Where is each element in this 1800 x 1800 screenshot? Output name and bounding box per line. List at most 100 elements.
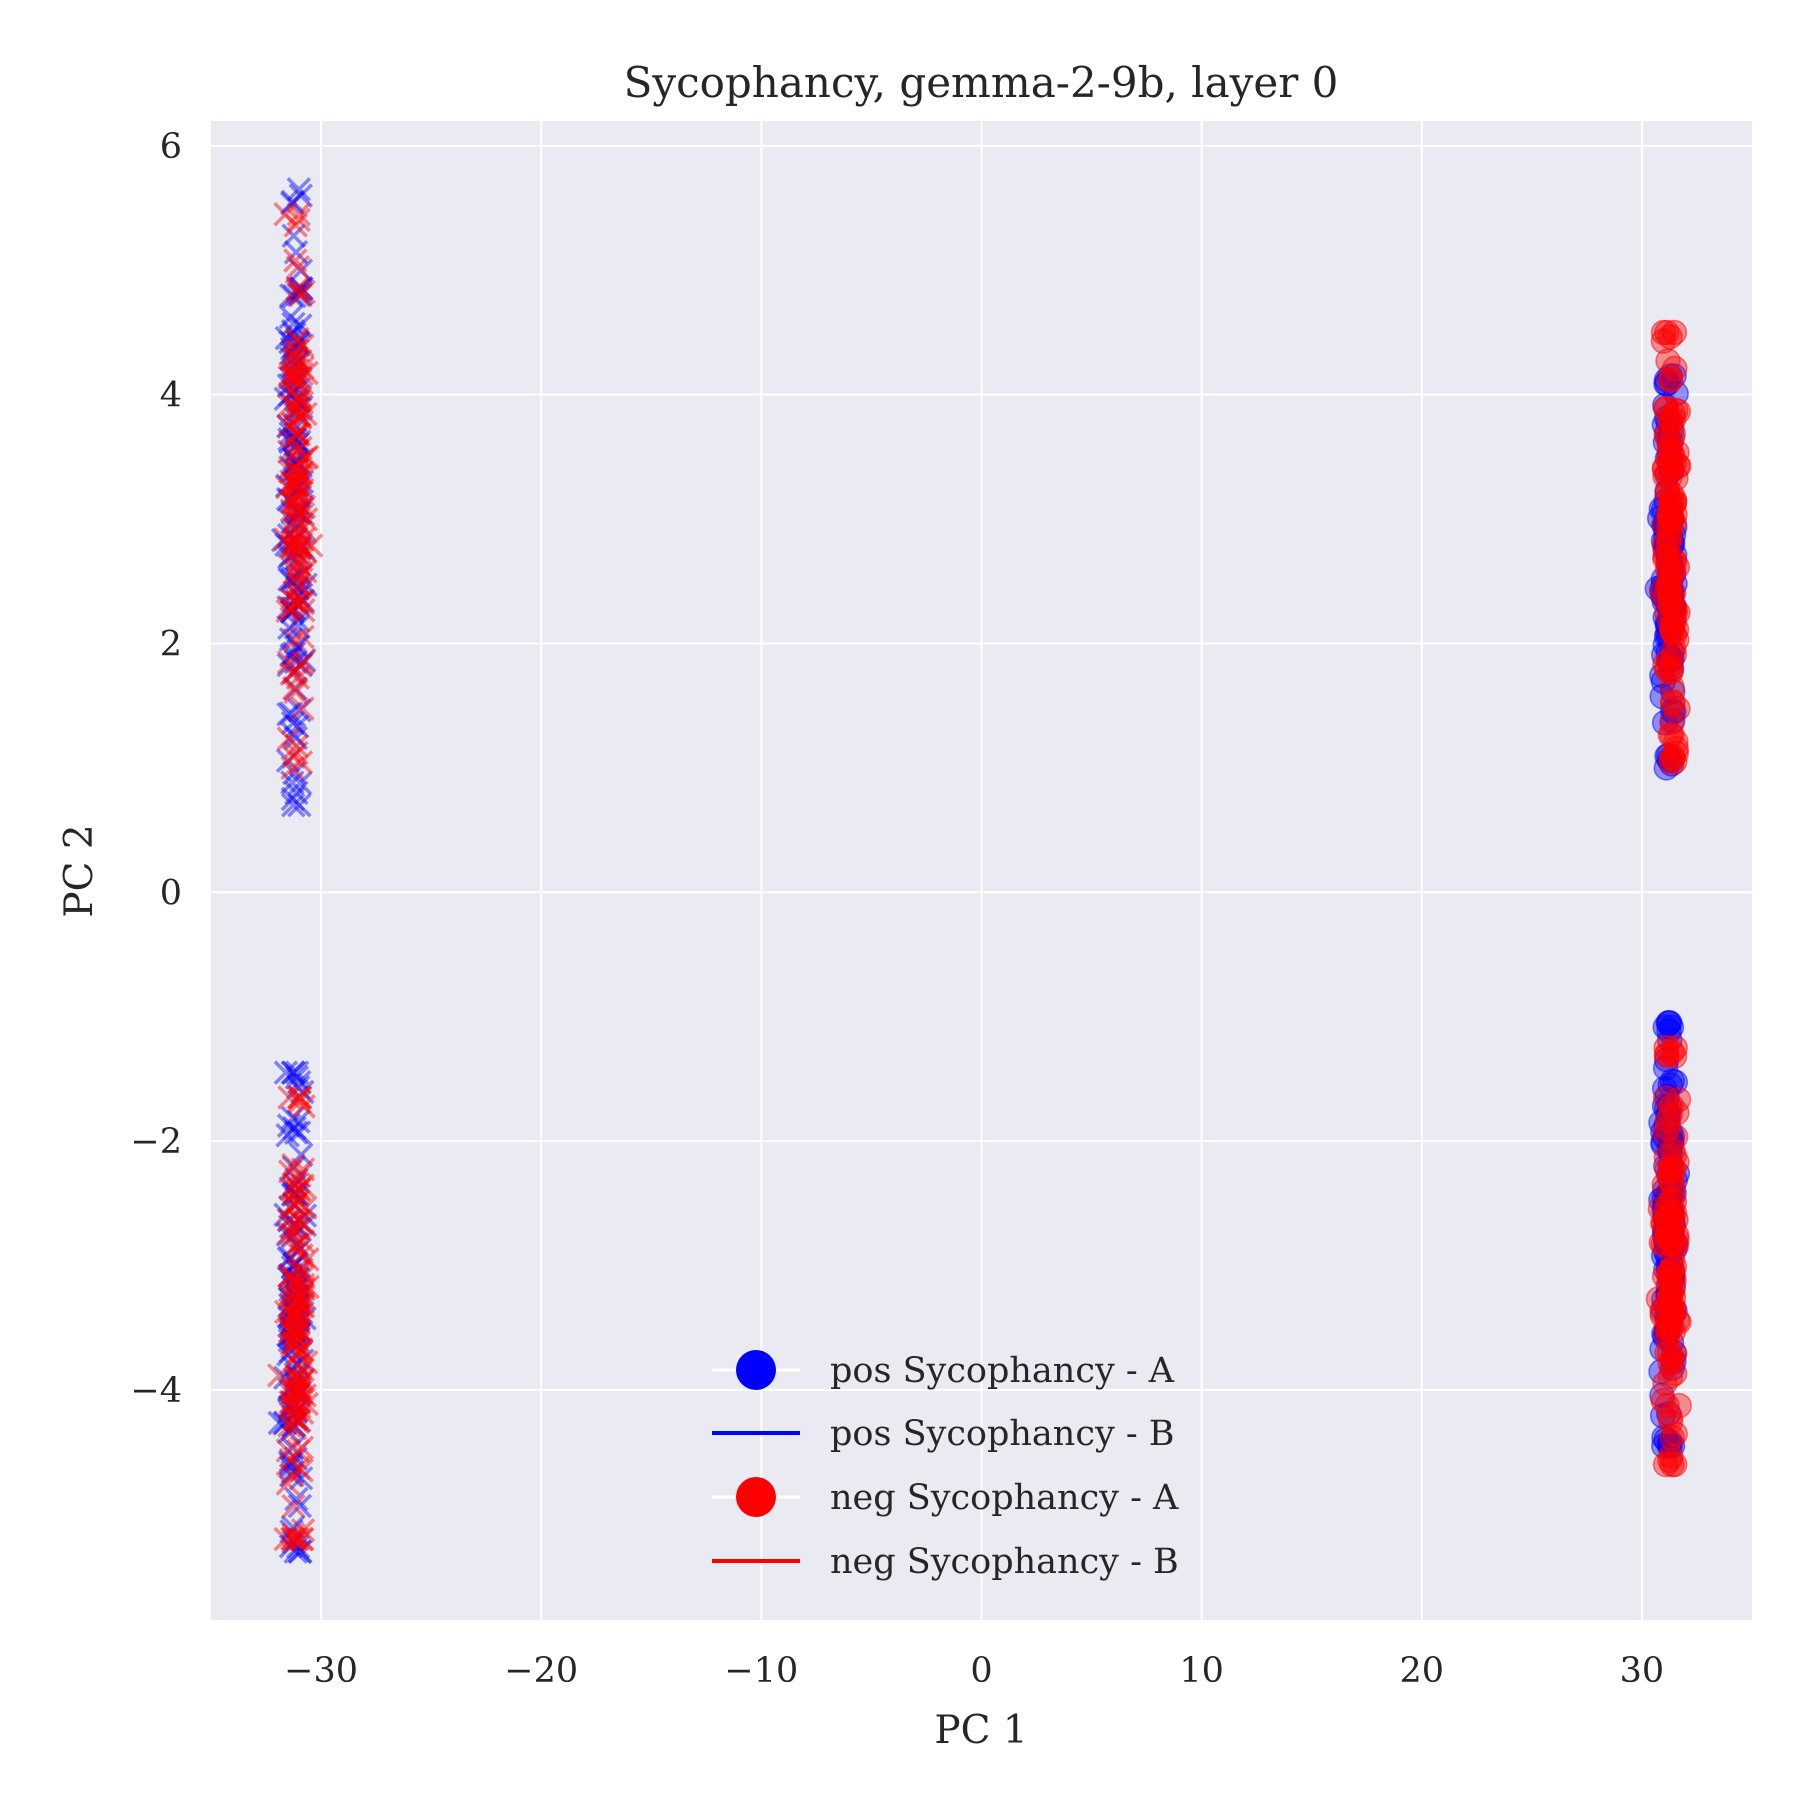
- point-neg-sycophancy-b: [291, 1276, 317, 1302]
- point-pos-sycophancy-b: [281, 427, 307, 453]
- point-neg-sycophancy-b: [280, 1462, 305, 1488]
- point-neg-sycophancy-b: [279, 469, 304, 494]
- point-pos-sycophancy-b: [286, 1109, 311, 1134]
- point-pos-sycophancy-b: [290, 1079, 315, 1105]
- point-neg-sycophancy-b: [279, 489, 305, 514]
- point-neg-sycophancy-b: [286, 1330, 312, 1355]
- point-neg-sycophancy-b: [289, 390, 315, 416]
- point-pos-sycophancy-b: [289, 276, 314, 301]
- point-neg-sycophancy-b: [282, 526, 307, 551]
- point-neg-sycophancy-b: [287, 519, 313, 544]
- point-pos-sycophancy-b: [276, 702, 301, 727]
- legend-marker: [736, 1350, 776, 1390]
- point-neg-sycophancy-b: [276, 1263, 302, 1289]
- point-neg-sycophancy-b: [287, 402, 312, 427]
- point-neg-sycophancy-b: [287, 1089, 312, 1115]
- point-neg-sycophancy-b: [280, 489, 306, 515]
- point-neg-sycophancy-b: [285, 665, 311, 690]
- point-neg-sycophancy-b: [287, 1379, 313, 1405]
- point-pos-sycophancy-b: [273, 1060, 299, 1085]
- point-neg-sycophancy-b: [278, 1318, 303, 1344]
- point-pos-sycophancy-b: [276, 652, 301, 678]
- point-neg-sycophancy-b: [282, 472, 308, 498]
- point-pos-sycophancy-b: [281, 379, 306, 405]
- point-pos-sycophancy-b: [276, 373, 302, 398]
- point-neg-sycophancy-b: [283, 1526, 309, 1552]
- point-neg-sycophancy-b: [294, 1391, 319, 1417]
- point-neg-sycophancy-b: [277, 1283, 302, 1309]
- point-pos-sycophancy-b: [278, 543, 303, 568]
- point-neg-sycophancy-b: [290, 1357, 316, 1383]
- point-neg-sycophancy-b: [293, 445, 318, 471]
- point-neg-sycophancy-a: [1657, 1351, 1683, 1377]
- point-neg-sycophancy-b: [280, 529, 306, 555]
- point-neg-sycophancy-b: [290, 1173, 315, 1198]
- point-neg-sycophancy-b: [280, 1222, 305, 1247]
- point-pos-sycophancy-b: [285, 1383, 311, 1408]
- point-neg-sycophancy-b: [281, 1494, 306, 1519]
- point-pos-sycophancy-b: [281, 588, 306, 614]
- point-neg-sycophancy-a: [1660, 1318, 1687, 1345]
- point-neg-sycophancy-b: [289, 1259, 314, 1285]
- point-neg-sycophancy-b: [282, 580, 308, 605]
- point-neg-sycophancy-b: [290, 1229, 316, 1254]
- point-pos-sycophancy-b: [281, 1529, 306, 1555]
- point-pos-sycophancy-b: [284, 438, 310, 464]
- point-neg-sycophancy-b: [287, 451, 313, 477]
- point-neg-sycophancy-b: [285, 371, 311, 396]
- point-neg-sycophancy-b: [295, 1274, 320, 1300]
- x-axis-label: PC 1: [934, 1708, 1027, 1753]
- point-pos-sycophancy-b: [278, 701, 304, 726]
- point-pos-sycophancy-b: [280, 1390, 305, 1416]
- point-neg-sycophancy-a: [1656, 572, 1683, 599]
- point-neg-sycophancy-b: [288, 464, 313, 490]
- point-pos-sycophancy-b: [282, 1115, 307, 1141]
- point-neg-sycophancy-b: [284, 1325, 310, 1350]
- point-pos-sycophancy-b: [280, 1354, 305, 1379]
- point-neg-sycophancy-b: [286, 1177, 312, 1203]
- point-neg-sycophancy-a: [1645, 1286, 1672, 1312]
- point-neg-sycophancy-b: [275, 1438, 301, 1463]
- point-neg-sycophancy-b: [287, 1284, 313, 1309]
- point-neg-sycophancy-b: [285, 496, 310, 522]
- point-neg-sycophancy-b: [287, 1374, 313, 1399]
- point-pos-sycophancy-b: [279, 340, 304, 366]
- point-pos-sycophancy-b: [287, 1377, 312, 1402]
- point-neg-sycophancy-b: [284, 459, 309, 485]
- point-neg-sycophancy-b: [289, 460, 314, 485]
- point-neg-sycophancy-b: [286, 1318, 312, 1344]
- legend: pos Sycophancy - A pos Sycophancy - B neg …: [712, 1350, 1179, 1582]
- point-pos-sycophancy-b: [282, 516, 308, 542]
- point-pos-sycophancy-b: [280, 1514, 306, 1540]
- point-neg-sycophancy-b: [281, 346, 307, 372]
- point-pos-sycophancy-b: [274, 473, 300, 498]
- point-pos-sycophancy-b: [279, 283, 304, 308]
- point-neg-sycophancy-b: [281, 1304, 307, 1329]
- point-pos-sycophancy-b: [285, 1364, 310, 1389]
- point-pos-sycophancy-b: [286, 1120, 312, 1145]
- point-pos-sycophancy-b: [280, 1105, 306, 1131]
- point-neg-sycophancy-b: [287, 388, 312, 413]
- point-pos-sycophancy-b: [281, 426, 307, 452]
- point-neg-sycophancy-a: [1661, 319, 1688, 346]
- point-pos-sycophancy-b: [282, 1252, 308, 1277]
- point-neg-sycophancy-b: [281, 1395, 306, 1420]
- point-pos-sycophancy-b: [276, 1342, 301, 1367]
- point-pos-sycophancy-b: [279, 365, 304, 391]
- point-neg-sycophancy-b: [273, 1299, 299, 1325]
- point-neg-sycophancy-b: [279, 535, 305, 560]
- point-neg-sycophancy-b: [288, 461, 314, 486]
- point-neg-sycophancy-a: [1659, 674, 1685, 700]
- point-pos-sycophancy-b: [281, 660, 306, 685]
- point-pos-sycophancy-b: [278, 1451, 303, 1477]
- point-pos-sycophancy-b: [279, 1519, 304, 1544]
- point-neg-sycophancy-b: [290, 1285, 315, 1311]
- point-pos-sycophancy-b: [276, 1304, 302, 1330]
- point-pos-sycophancy-b: [287, 1237, 312, 1263]
- point-pos-sycophancy-b: [283, 1277, 308, 1303]
- point-pos-sycophancy-b: [286, 1303, 311, 1328]
- point-neg-sycophancy-b: [290, 447, 315, 472]
- point-neg-sycophancy-b: [291, 649, 316, 674]
- point-pos-sycophancy-b: [275, 748, 301, 773]
- point-pos-sycophancy-b: [283, 1362, 308, 1387]
